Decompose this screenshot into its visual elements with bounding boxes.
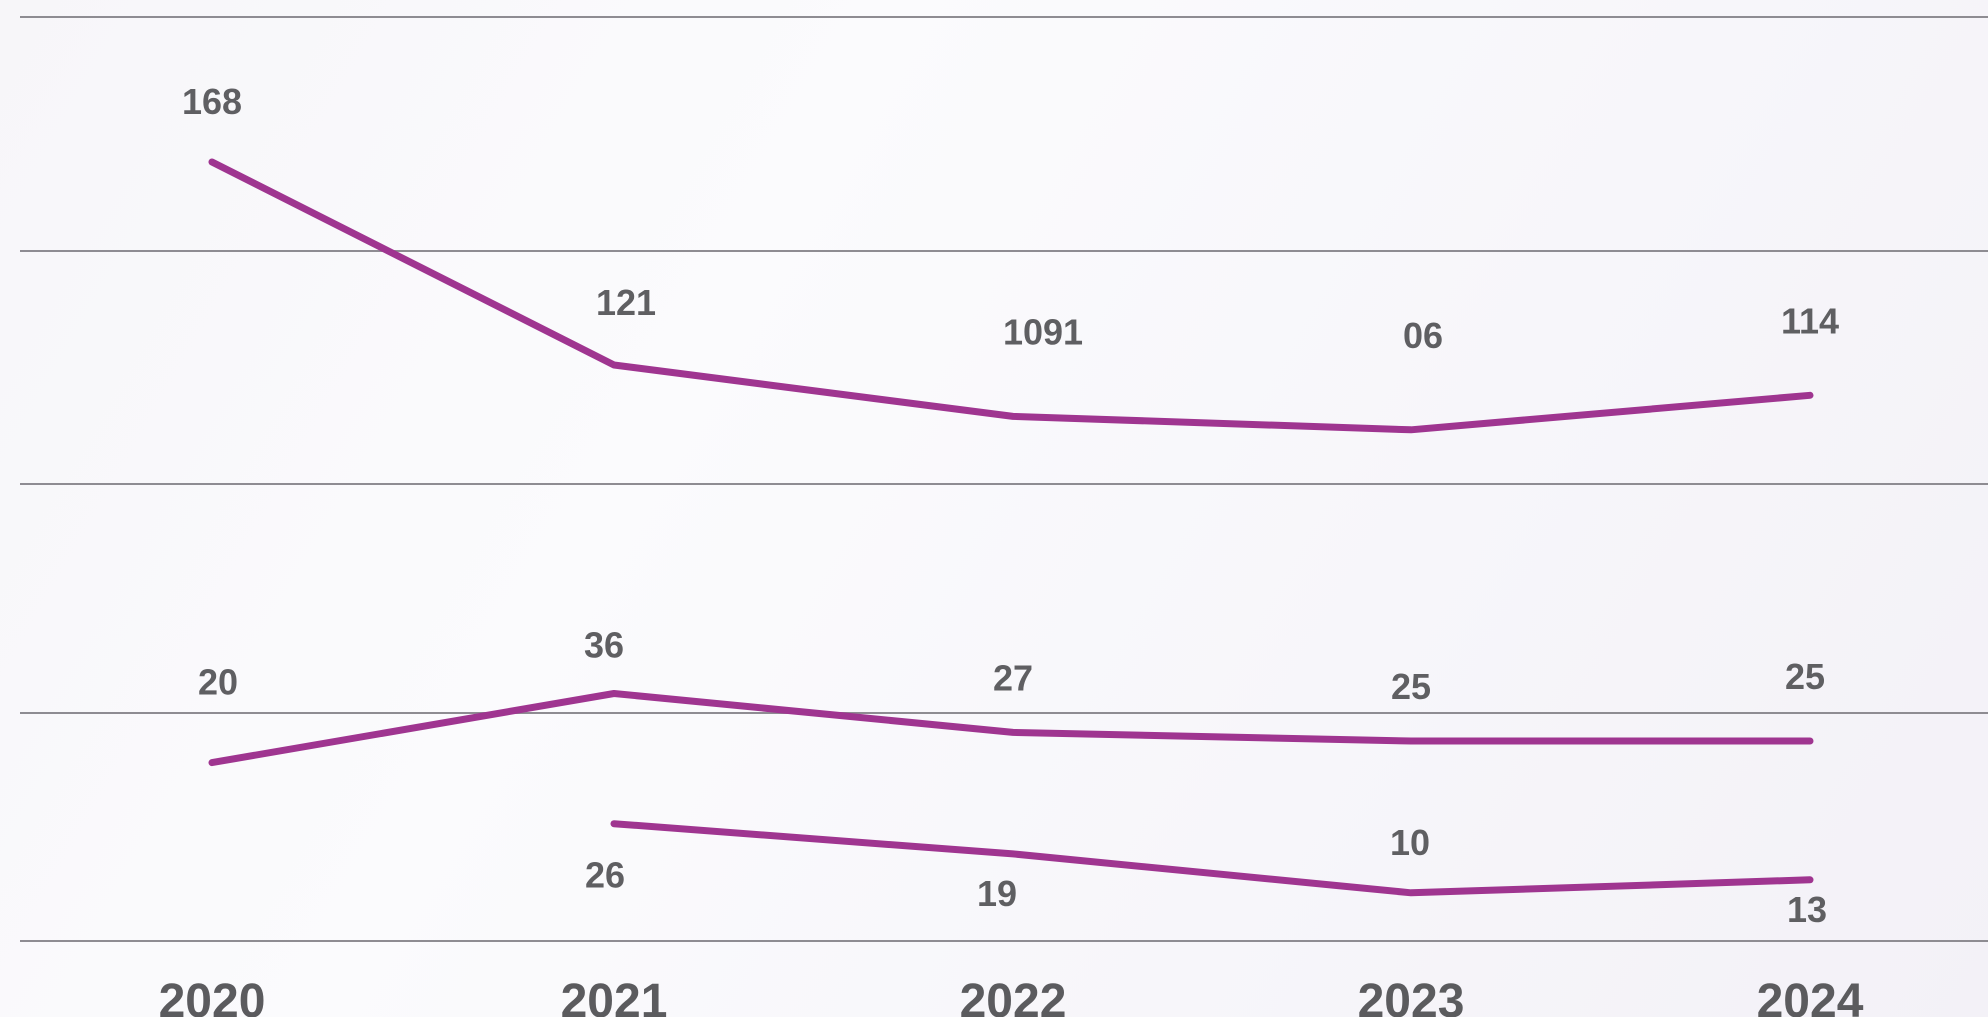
series-line-3 <box>610 820 1814 897</box>
x-tick-label: 2021 <box>561 975 668 1017</box>
series-layer <box>208 158 1814 897</box>
x-tick-label: 2020 <box>159 975 266 1017</box>
data-label: 27 <box>993 657 1033 698</box>
data-label: 13 <box>1787 889 1827 930</box>
data-label-layer: 168 121 1091 06 114 20 36 27 25 25 26 19 10 13 <box>182 81 1839 930</box>
x-tick-label: 2022 <box>960 975 1067 1017</box>
gridlines <box>20 16 1988 942</box>
x-tick-label: 2024 <box>1757 975 1864 1017</box>
data-label: 121 <box>596 282 656 323</box>
data-label: 20 <box>198 662 238 703</box>
data-label: 1091 <box>1003 311 1083 352</box>
data-label: 114 <box>1781 300 1839 341</box>
data-label: 25 <box>1785 656 1825 697</box>
data-label: 25 <box>1391 666 1431 707</box>
data-label: 36 <box>584 624 624 665</box>
x-axis: 2020 2021 2022 2023 2024 <box>159 975 1864 1017</box>
series-line-1 <box>208 158 1814 434</box>
data-label: 10 <box>1390 822 1430 863</box>
data-label: 06 <box>1403 315 1443 356</box>
series-line-2 <box>208 690 1814 767</box>
data-label: 168 <box>182 81 242 122</box>
data-label: 26 <box>585 855 625 896</box>
data-label: 19 <box>977 873 1017 914</box>
x-tick-label: 2023 <box>1358 975 1465 1017</box>
